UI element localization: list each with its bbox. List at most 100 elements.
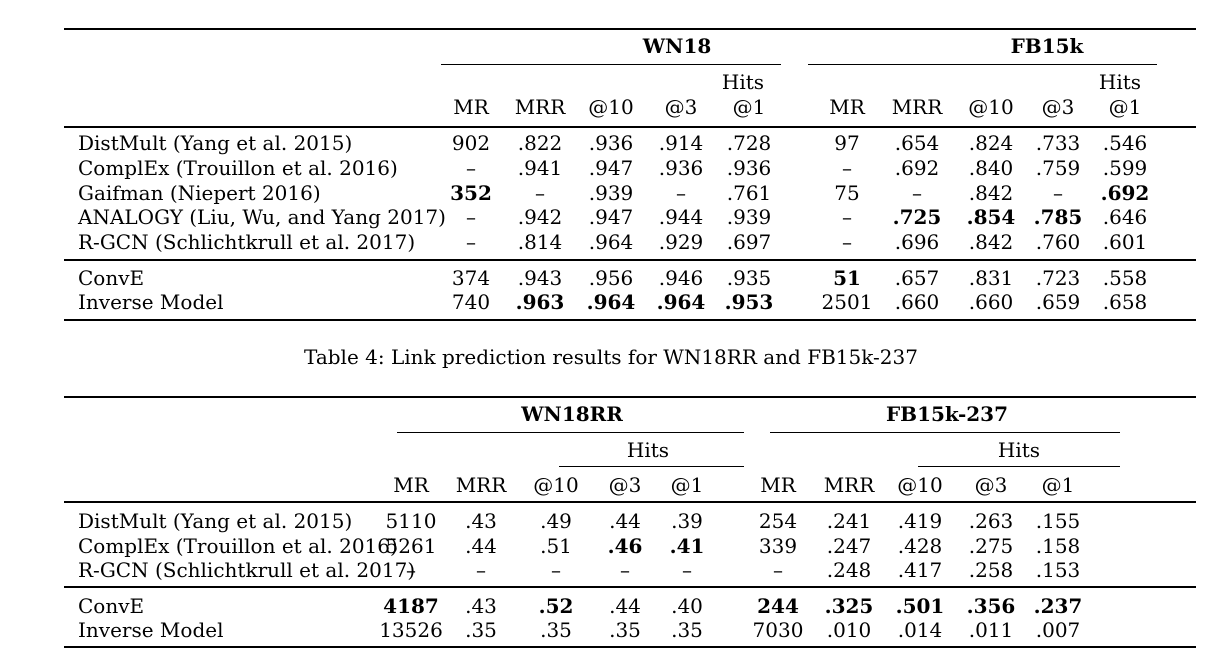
table-cell: – (773, 558, 783, 582)
table-cell: .153 (1035, 558, 1081, 582)
table-cell: .41 (669, 534, 705, 558)
table-cell: – (466, 156, 476, 180)
table-cell: 339 (758, 534, 798, 558)
column-header-wn18-mr: MR (453, 95, 489, 119)
table-cell: 902 (451, 131, 491, 155)
table-cell: – (682, 558, 692, 582)
table-cell: .014 (897, 618, 943, 642)
table-cell: .40 (671, 594, 703, 618)
column-header-fb15k-3: @3 (1041, 95, 1075, 119)
table-cell: .52 (538, 594, 574, 618)
column-header-wn18rr-3: @3 (608, 473, 642, 497)
table-cell: .963 (515, 290, 565, 314)
table-cell: .155 (1035, 509, 1081, 533)
hits-underline-wn18rr (559, 466, 744, 467)
table-cell: – (842, 156, 852, 180)
table-cell: .010 (826, 618, 872, 642)
table-cell: – (676, 181, 686, 205)
table-cell: .158 (1035, 534, 1081, 558)
bottom-rule (64, 319, 1196, 321)
table-cell: 7030 (752, 618, 804, 642)
top-rule (64, 28, 1196, 30)
row-label: ANALOGY (Liu, Wu, and Yang 2017) (78, 205, 446, 229)
table-cell: 75 (834, 181, 860, 205)
column-header-wn18rr-mr: MR (393, 473, 429, 497)
table-cell: .417 (897, 558, 943, 582)
table-cell: .657 (894, 266, 940, 290)
row-label: Inverse Model (78, 290, 224, 314)
table-cell: .964 (588, 230, 634, 254)
table-cell: .914 (658, 131, 704, 155)
table-cell: 740 (451, 290, 491, 314)
table-cell: .44 (609, 509, 641, 533)
table-cell: – (466, 205, 476, 229)
hits-underline-fb15k-237 (918, 466, 1120, 467)
table-cell: .822 (517, 131, 563, 155)
table-cell: .761 (726, 181, 772, 205)
table-cell: .964 (656, 290, 706, 314)
table-cell: .44 (609, 594, 641, 618)
table-cell: .929 (658, 230, 704, 254)
table-cell: 5110 (385, 509, 437, 533)
table-cell: 51 (833, 266, 861, 290)
column-header-wn18rr-1: @1 (670, 473, 704, 497)
table-cell: – (406, 558, 416, 582)
table-cell: 2501 (821, 290, 873, 314)
column-header-fb15k-237-1: @1 (1041, 473, 1075, 497)
table-cell: .935 (726, 266, 772, 290)
table-cell: – (842, 205, 852, 229)
column-header-fb15k-237-mr: MR (760, 473, 796, 497)
table-cell: .956 (588, 266, 634, 290)
section-rule (64, 259, 1196, 261)
row-label: ComplEx (Trouillon et al. 2016) (78, 156, 398, 180)
row-label: Inverse Model (78, 618, 224, 642)
table-cell: 13526 (379, 618, 443, 642)
row-label: R-GCN (Schlichtkrull et al. 2017) (78, 558, 416, 582)
table-cell: .941 (517, 156, 563, 180)
table-cell: .558 (1102, 266, 1148, 290)
column-header-wn18rr-10: @10 (533, 473, 579, 497)
table-cell: .840 (968, 156, 1014, 180)
group-underline-wn18 (441, 64, 781, 65)
table-cell: .35 (465, 618, 497, 642)
group-underline-fb15k (808, 64, 1157, 65)
row-label: ComplEx (Trouillon et al. 2016) (78, 534, 398, 558)
table-cell: .854 (966, 205, 1016, 229)
table-cell: .953 (724, 290, 774, 314)
table-cell: .842 (968, 181, 1014, 205)
table-cell: 244 (757, 594, 799, 618)
table-cell: .49 (540, 509, 572, 533)
row-label: Gaifman (Niepert 2016) (78, 181, 321, 205)
table-cell: 254 (758, 509, 798, 533)
row-label: DistMult (Yang et al. 2015) (78, 131, 353, 155)
column-header-fb15k-237-10: @10 (897, 473, 943, 497)
column-header-wn18rr-mrr: MRR (455, 473, 507, 497)
table-cell: .501 (895, 594, 945, 618)
table-cell: 374 (451, 266, 491, 290)
table-cell: .936 (726, 156, 772, 180)
hits-header-wn18rr: Hits (626, 438, 670, 462)
column-header-wn18-1: @1 (732, 95, 766, 119)
table-cell: .944 (658, 205, 704, 229)
table-cell: .936 (588, 131, 634, 155)
table-cell: .939 (726, 205, 772, 229)
table-cell: .601 (1102, 230, 1148, 254)
table-cell: .654 (894, 131, 940, 155)
table-cell: .43 (465, 594, 497, 618)
table-cell: – (551, 558, 561, 582)
table-cell: .248 (826, 558, 872, 582)
table-cell: .947 (588, 205, 634, 229)
section-rule (64, 586, 1196, 588)
row-label: ConvE (78, 594, 145, 618)
row-label: DistMult (Yang et al. 2015) (78, 509, 353, 533)
column-header-fb15k-mrr: MRR (891, 95, 943, 119)
table-cell: .263 (968, 509, 1014, 533)
group-header-fb15k-237: FB15k-237 (885, 402, 1009, 426)
column-header-wn18-3: @3 (664, 95, 698, 119)
table-cell: .43 (465, 509, 497, 533)
table-cell: .237 (1033, 594, 1083, 618)
table-cell: .51 (540, 534, 572, 558)
table-cell: .842 (968, 230, 1014, 254)
table-cell: .241 (826, 509, 872, 533)
table-cell: .733 (1035, 131, 1081, 155)
